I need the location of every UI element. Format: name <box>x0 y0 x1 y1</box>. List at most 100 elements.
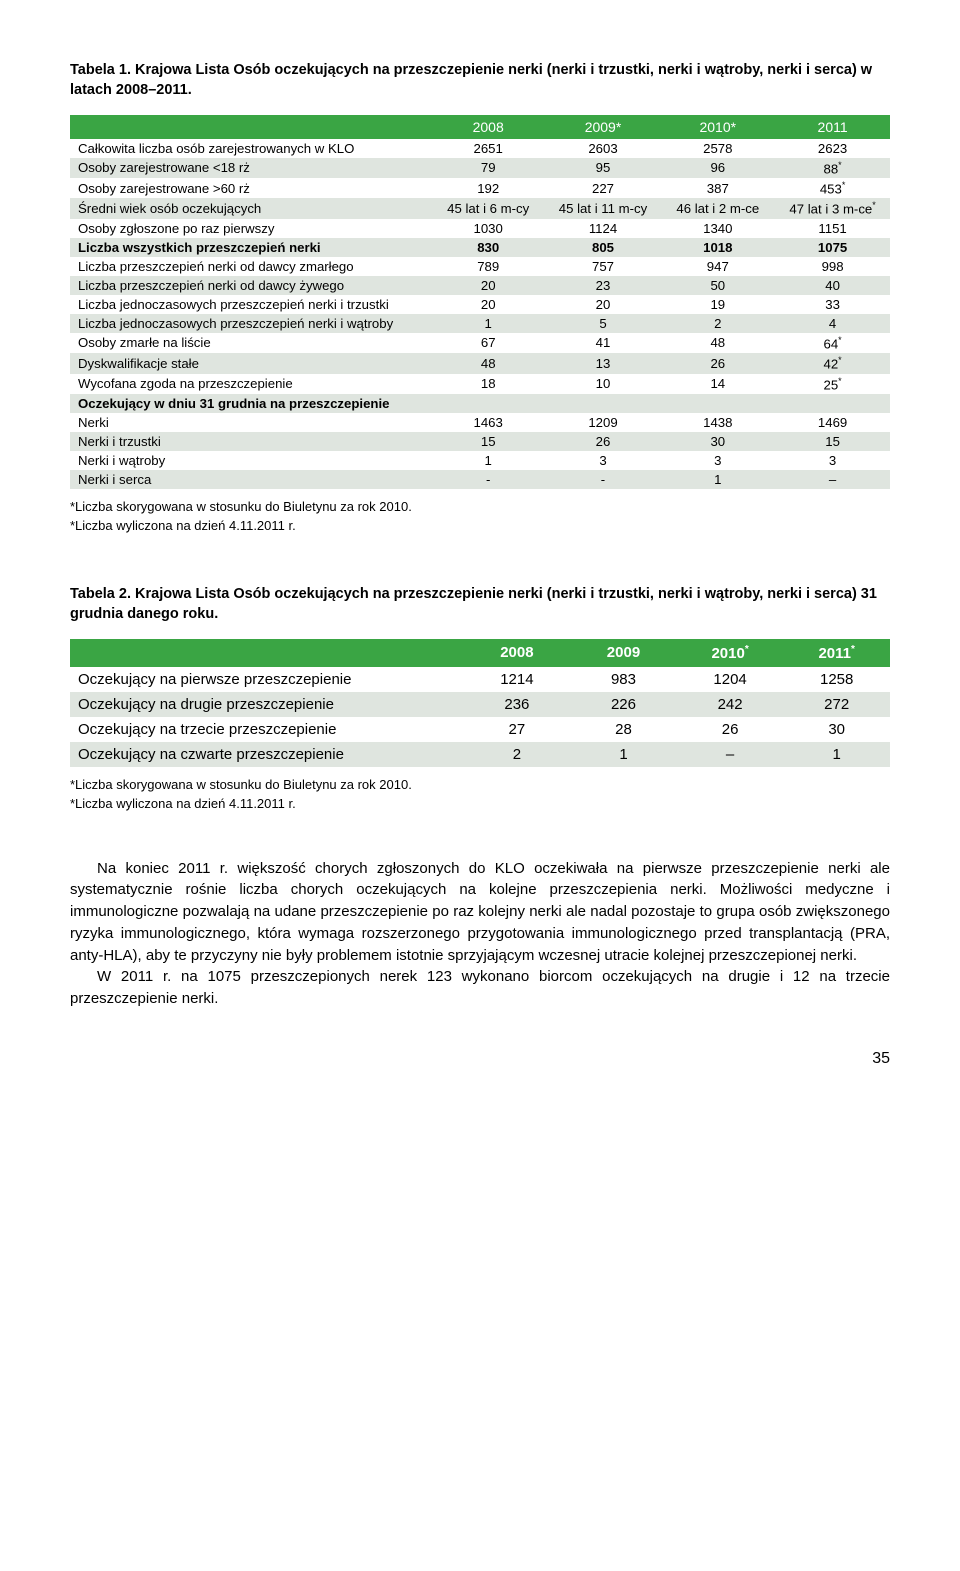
row-value: 453* <box>775 178 890 198</box>
row-label: Oczekujący na trzecie przeszczepienie <box>70 717 464 742</box>
row-label: Osoby zgłoszone po raz pierwszy <box>70 219 431 238</box>
table-row: Nerki i serca--1– <box>70 470 890 489</box>
row-value: 19 <box>660 295 775 314</box>
row-value: 3 <box>660 451 775 470</box>
table2-header-blank <box>70 639 464 667</box>
row-value <box>775 394 890 413</box>
row-value <box>546 394 661 413</box>
table2-caption-bold: Tabela 2. Krajowa Lista Osób oczekującyc… <box>70 586 877 622</box>
row-value: 14 <box>660 374 775 394</box>
row-value: 48 <box>660 333 775 353</box>
row-value: 20 <box>546 295 661 314</box>
page-number: 35 <box>70 1050 890 1068</box>
row-value: 18 <box>431 374 546 394</box>
table-row: Nerki i wątroby1333 <box>70 451 890 470</box>
row-value: 272 <box>783 692 890 717</box>
row-value <box>431 394 546 413</box>
row-value: 757 <box>546 257 661 276</box>
row-value: 40 <box>775 276 890 295</box>
table-row: Osoby zarejestrowane <18 rż79959688* <box>70 158 890 178</box>
table2-h1: 2008 <box>464 639 571 667</box>
row-value: 1340 <box>660 219 775 238</box>
row-label: Oczekujący na drugie przeszczepienie <box>70 692 464 717</box>
table2-h4: 2011* <box>783 639 890 667</box>
table1-h2: 2009* <box>546 115 661 139</box>
table-row: Wycofana zgoda na przeszczepienie1810142… <box>70 374 890 394</box>
row-label: Oczekujący w dniu 31 grudnia na przeszcz… <box>70 394 431 413</box>
row-value: 226 <box>570 692 677 717</box>
table1-footnotes: *Liczba skorygowana w stosunku do Biulet… <box>70 497 890 536</box>
table-row: Oczekujący na czwarte przeszczepienie21–… <box>70 742 890 767</box>
row-value: 88* <box>775 158 890 178</box>
row-value: 23 <box>546 276 661 295</box>
row-value: 2578 <box>660 139 775 158</box>
row-label: Średni wiek osób oczekujących <box>70 198 431 218</box>
row-value: 10 <box>546 374 661 394</box>
row-value: 47 lat i 3 m-ce* <box>775 198 890 218</box>
row-value: 2 <box>464 742 571 767</box>
row-value: 1463 <box>431 413 546 432</box>
row-value: 30 <box>660 432 775 451</box>
row-label: Nerki <box>70 413 431 432</box>
row-value: 50 <box>660 276 775 295</box>
table-row: Oczekujący na drugie przeszczepienie2362… <box>70 692 890 717</box>
row-label: Oczekujący na czwarte przeszczepienie <box>70 742 464 767</box>
row-value: 3 <box>775 451 890 470</box>
row-value: 20 <box>431 276 546 295</box>
row-value: 1438 <box>660 413 775 432</box>
table-row: Oczekujący w dniu 31 grudnia na przeszcz… <box>70 394 890 413</box>
row-value: 95 <box>546 158 661 178</box>
row-value: 45 lat i 6 m-cy <box>431 198 546 218</box>
table-row: Nerki1463120914381469 <box>70 413 890 432</box>
row-value: 1214 <box>464 667 571 692</box>
row-value: 1030 <box>431 219 546 238</box>
row-value: 4 <box>775 314 890 333</box>
row-value: 1469 <box>775 413 890 432</box>
row-value: 64* <box>775 333 890 353</box>
row-value: - <box>431 470 546 489</box>
row-label: Liczba przeszczepień nerki od dawcy żywe… <box>70 276 431 295</box>
row-label: Nerki i serca <box>70 470 431 489</box>
row-value: 2623 <box>775 139 890 158</box>
row-value: 42* <box>775 353 890 373</box>
row-value: 1258 <box>783 667 890 692</box>
table-row: Nerki i trzustki15263015 <box>70 432 890 451</box>
table-row: Liczba wszystkich przeszczepień nerki830… <box>70 238 890 257</box>
row-value: 27 <box>464 717 571 742</box>
paragraph-2: W 2011 r. na 1075 przeszczepionych nerek… <box>70 966 890 1010</box>
row-label: Osoby zarejestrowane >60 rż <box>70 178 431 198</box>
row-value: 79 <box>431 158 546 178</box>
table1-footnote-2: *Liczba wyliczona na dzień 4.11.2011 r. <box>70 516 890 536</box>
row-label: Liczba jednoczasowych przeszczepień nerk… <box>70 295 431 314</box>
table1: 2008 2009* 2010* 2011 Całkowita liczba o… <box>70 115 890 489</box>
row-value: 1075 <box>775 238 890 257</box>
table-row: Liczba przeszczepień nerki od dawcy zmar… <box>70 257 890 276</box>
row-label: Nerki i wątroby <box>70 451 431 470</box>
row-value: 3 <box>546 451 661 470</box>
row-value: 1209 <box>546 413 661 432</box>
row-value: 242 <box>677 692 784 717</box>
row-label: Wycofana zgoda na przeszczepienie <box>70 374 431 394</box>
table2-h3: 2010* <box>677 639 784 667</box>
table-row: Liczba przeszczepień nerki od dawcy żywe… <box>70 276 890 295</box>
row-label: Liczba przeszczepień nerki od dawcy zmar… <box>70 257 431 276</box>
table-row: Osoby zarejestrowane >60 rż192227387453* <box>70 178 890 198</box>
row-value: 26 <box>660 353 775 373</box>
row-value: 46 lat i 2 m-ce <box>660 198 775 218</box>
table2-footnotes: *Liczba skorygowana w stosunku do Biulet… <box>70 775 890 814</box>
table1-h1: 2008 <box>431 115 546 139</box>
table2: 2008 2009 2010* 2011* Oczekujący na pier… <box>70 639 890 767</box>
row-value: 387 <box>660 178 775 198</box>
row-value: 1 <box>431 314 546 333</box>
table-row: Liczba jednoczasowych przeszczepień nerk… <box>70 314 890 333</box>
row-label: Liczba wszystkich przeszczepień nerki <box>70 238 431 257</box>
row-value: 1 <box>570 742 677 767</box>
row-label: Osoby zmarłe na liście <box>70 333 431 353</box>
table-row: Liczba jednoczasowych przeszczepień nerk… <box>70 295 890 314</box>
row-value: 998 <box>775 257 890 276</box>
row-value: 1 <box>660 470 775 489</box>
row-value: 236 <box>464 692 571 717</box>
row-label: Osoby zarejestrowane <18 rż <box>70 158 431 178</box>
table2-caption: Tabela 2. Krajowa Lista Osób oczekującyc… <box>70 584 890 625</box>
row-value: – <box>677 742 784 767</box>
